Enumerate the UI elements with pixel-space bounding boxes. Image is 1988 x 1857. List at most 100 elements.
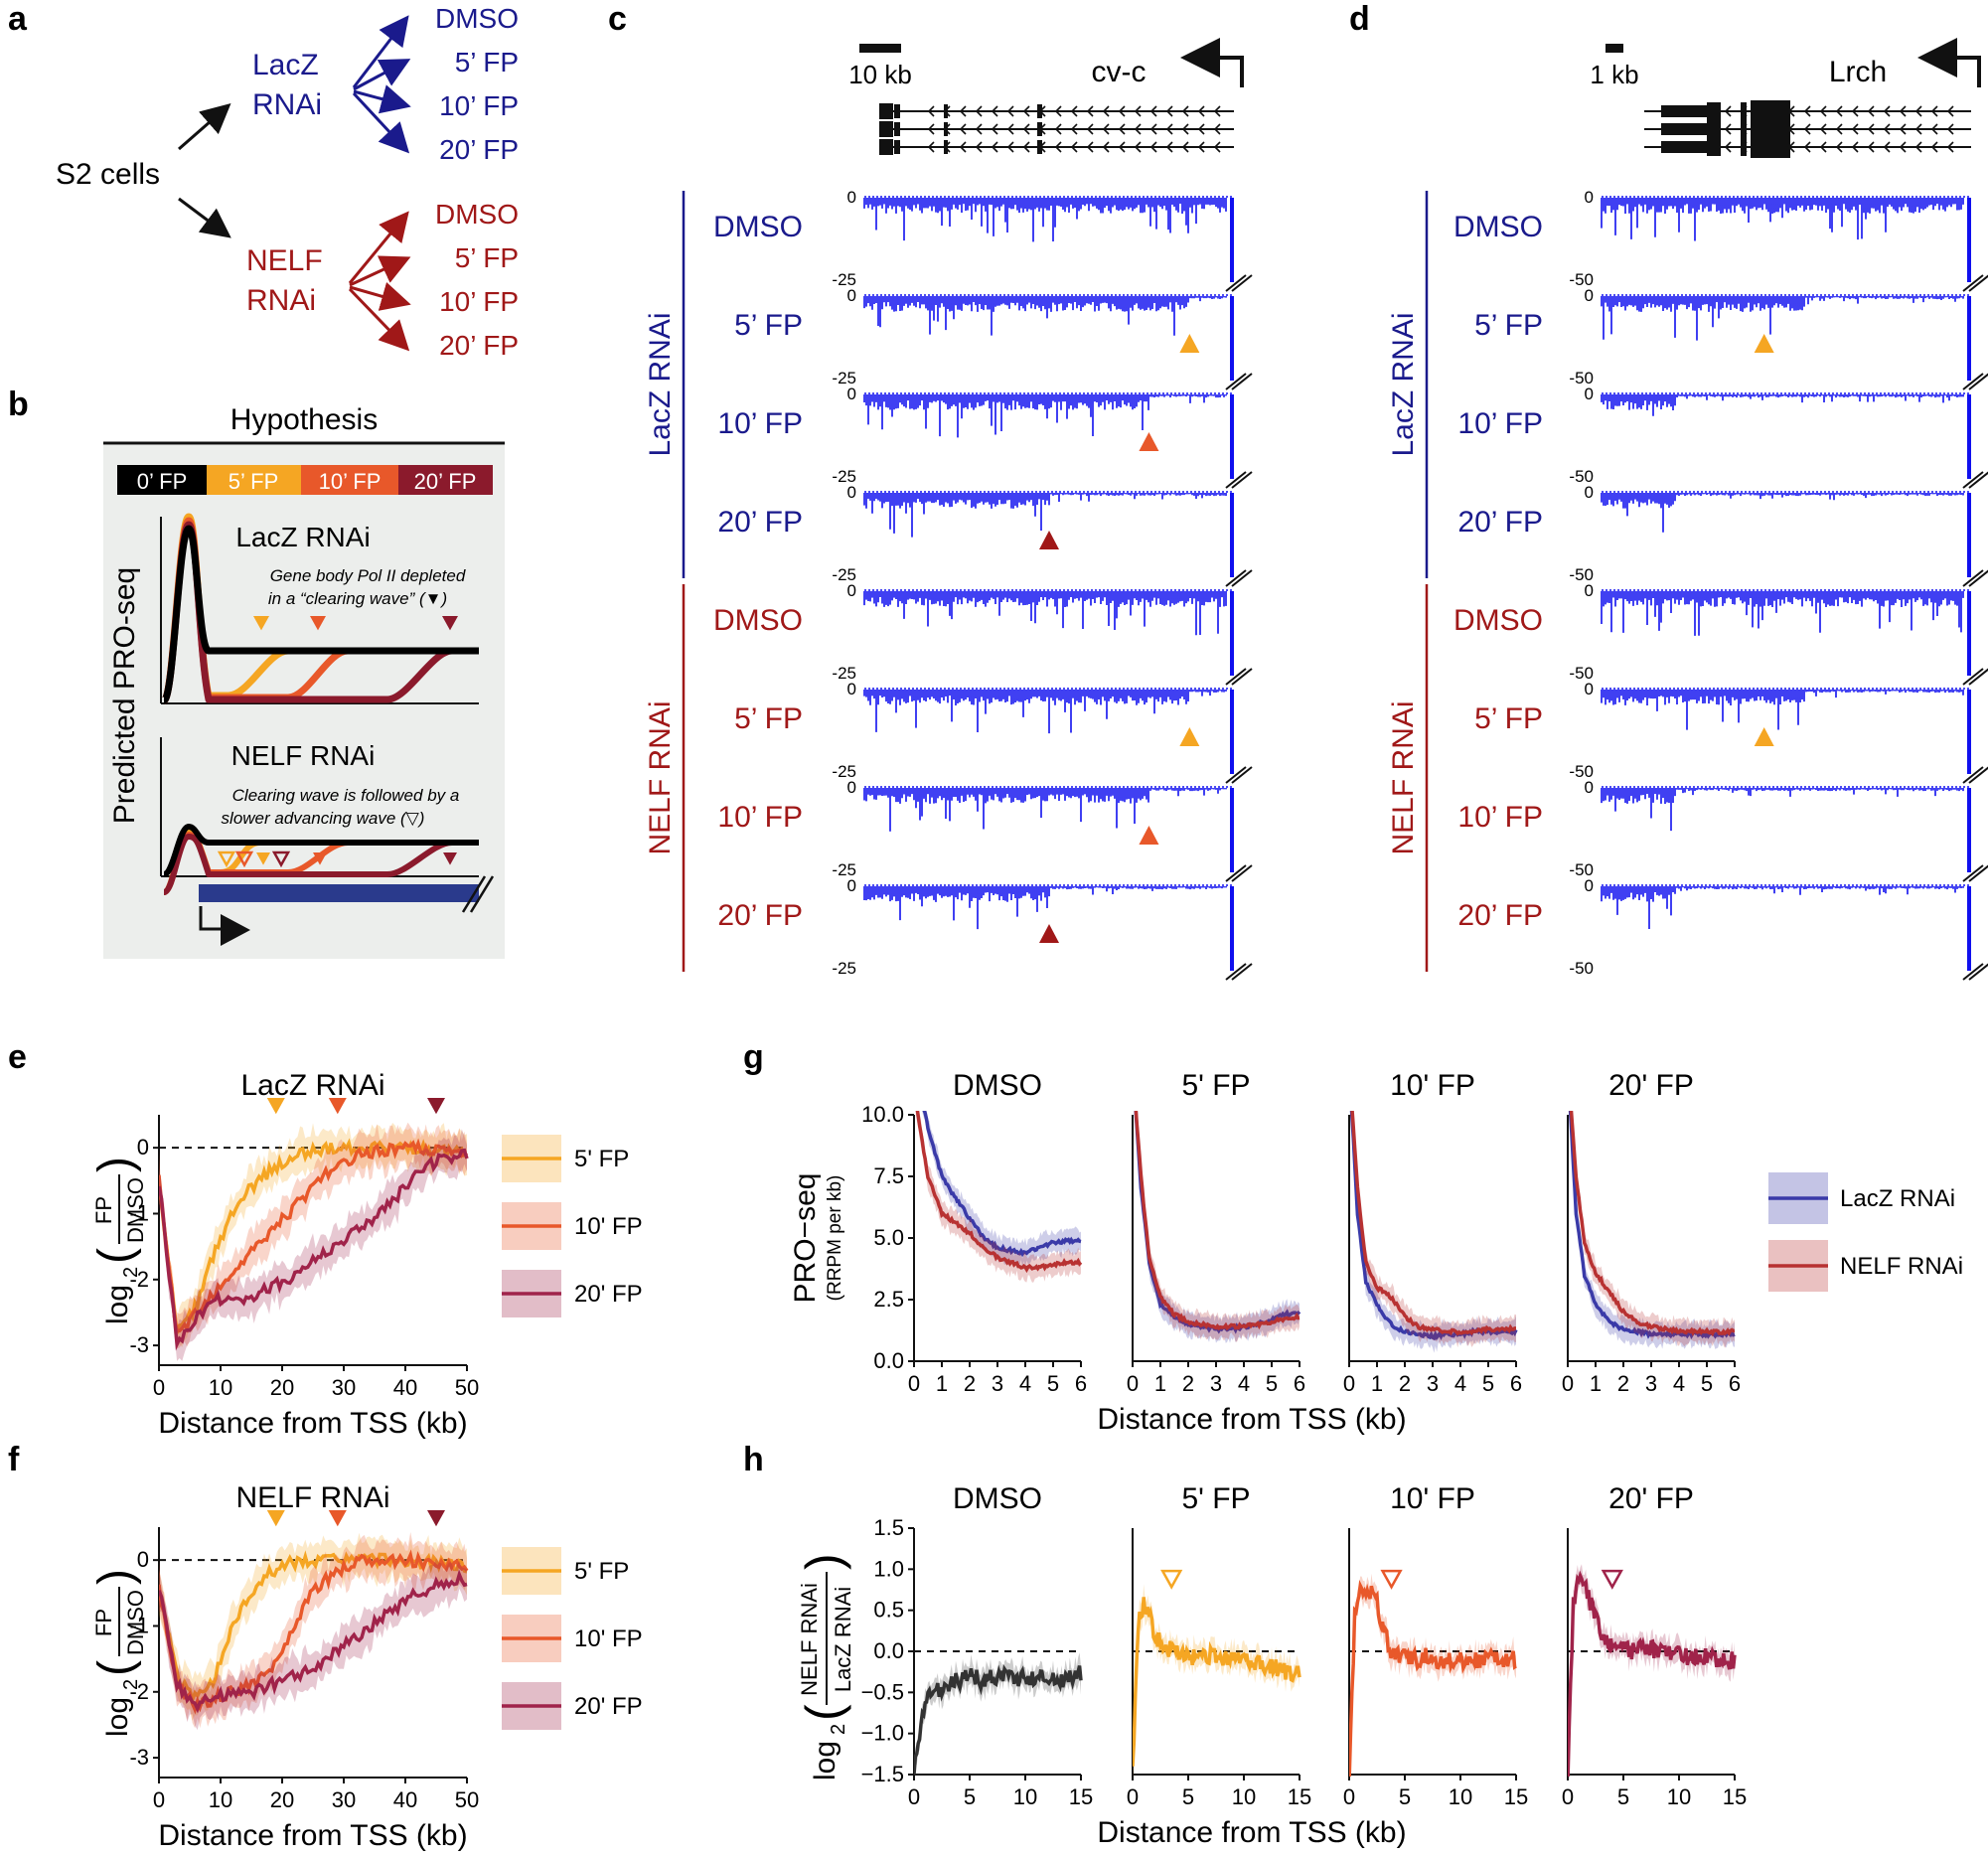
strand-chevron — [1946, 123, 1954, 135]
strand-chevron — [1835, 123, 1843, 135]
wave-front-marker — [1039, 924, 1059, 943]
strand-chevron — [1165, 141, 1173, 153]
confidence-band — [1351, 1111, 1516, 1348]
x-tick-label: 0 — [908, 1784, 920, 1809]
strand-chevron — [1070, 141, 1078, 153]
x-tick-label: 2 — [1399, 1371, 1411, 1396]
y-tick-label: 0 — [137, 1135, 149, 1160]
lacz-hyp-marker-5fp — [253, 616, 269, 631]
x-tick-label: 5 — [1617, 1784, 1629, 1809]
y-label-log: log — [101, 1697, 134, 1737]
strand-chevron — [959, 141, 967, 153]
panel-label-g: g — [743, 1038, 764, 1076]
y-label-sub: 2 — [120, 1679, 142, 1690]
track-label: 5’ FP — [734, 309, 803, 342]
track-label: 20’ FP — [717, 506, 803, 539]
legend-label: NELF RNAi — [1840, 1253, 1963, 1280]
tss-peak — [1230, 493, 1234, 577]
y-tick-label: 7.5 — [873, 1163, 904, 1188]
track-ymin: -25 — [832, 860, 856, 879]
strand-chevron — [1197, 123, 1205, 135]
series-line — [1133, 1597, 1301, 1767]
panel-e-chart: LacZ RNAi 0 10 20 30 40 50 0 -1 -2 -3 Distance from… — [89, 1069, 643, 1440]
y-axis-label: log 2 (FP DMSO) — [89, 1569, 148, 1737]
track-ymax: 0 — [847, 286, 856, 305]
tss-peak — [1967, 788, 1971, 872]
coverage-bars — [1601, 296, 1964, 341]
axis-break — [1968, 569, 1988, 587]
coverage-bars — [863, 886, 1227, 930]
hypothesis-curve — [160, 525, 479, 704]
hypothesis-curve — [162, 834, 479, 895]
axis-break — [1225, 864, 1247, 882]
strand-chevron — [927, 105, 935, 117]
y-label-num: NELF RNAi — [797, 1583, 822, 1696]
strand-chevron — [1070, 105, 1078, 117]
panel-h-chart: DMSO 0 5 10 15 1.5 1.0 0.5 0.0 −0.5 −1.0 −1.5 5' FP 0… — [796, 1482, 1747, 1849]
strand-chevron — [1899, 105, 1907, 117]
strand-chevron — [1149, 141, 1157, 153]
y-label-paren: ( — [89, 1660, 142, 1676]
lacz-arrow — [353, 59, 411, 91]
axis-break — [1225, 668, 1247, 686]
y-tick-label: 10.0 — [861, 1102, 904, 1127]
strand-chevron — [975, 123, 983, 135]
strand-chevron — [1134, 141, 1142, 153]
strand-chevron — [1851, 105, 1859, 117]
strand-chevron — [1213, 105, 1221, 117]
y-label-den: LacZ RNAi — [831, 1587, 855, 1692]
gene-exon — [879, 139, 893, 155]
y-tick-label: -2 — [129, 1267, 149, 1292]
x-tick-label: 15 — [1069, 1784, 1093, 1809]
strand-chevron — [1149, 123, 1157, 135]
track-label: DMSO — [713, 211, 803, 243]
tss-peak — [1230, 690, 1234, 774]
y-label-num: FP — [91, 1196, 116, 1224]
legend-0fp: 0’ FP — [137, 469, 188, 494]
x-tick-label: 1 — [936, 1371, 948, 1396]
x-tick-label: 3 — [1645, 1371, 1657, 1396]
gene-exon — [944, 140, 948, 154]
y-tick-label: -3 — [129, 1745, 149, 1770]
x-axis-label: Distance from TSS (kb) — [158, 1407, 467, 1440]
hypothesis-curve — [162, 823, 479, 877]
x-tick-label: 1 — [1154, 1371, 1166, 1396]
gene-exon — [944, 122, 948, 136]
advancing-wave-marker — [1380, 1569, 1403, 1590]
x-tick-label: 0 — [153, 1787, 165, 1812]
strand-chevron — [1724, 123, 1732, 135]
track-label: 5’ FP — [734, 702, 803, 735]
group-label: NELF RNAi — [1387, 700, 1420, 854]
strand-chevron — [1803, 141, 1811, 153]
axis-break — [1231, 274, 1253, 292]
x-tick-label: 1 — [1371, 1371, 1383, 1396]
panel-a-schematic: S2 cells LacZ RNAi NELF RNAi DMSO 5’ FP … — [56, 3, 519, 361]
predicted-ylabel: Predicted PRO-seq — [108, 567, 141, 824]
y-axis-label: PRO−seq — [789, 1173, 822, 1304]
track-ymin: -25 — [832, 959, 856, 978]
strand-chevron — [1165, 105, 1173, 117]
track-ymin: -50 — [1569, 369, 1594, 387]
x-tick-label: 15 — [1288, 1784, 1311, 1809]
series-line — [1134, 1111, 1300, 1331]
gene-exon — [1661, 105, 1711, 117]
track-ymax: 0 — [1585, 778, 1594, 797]
nelf-cond-10fp: 10’ FP — [439, 286, 519, 317]
wave-front-marker — [1179, 334, 1200, 353]
axis-break — [1962, 471, 1984, 489]
x-tick-label: 4 — [1673, 1371, 1685, 1396]
gene-exon — [1707, 102, 1721, 120]
nelf-hyp-note1: Clearing wave is followed by a — [232, 786, 460, 805]
series-line — [159, 1138, 469, 1334]
track-label: 20’ FP — [1457, 899, 1543, 932]
tss-peak — [1230, 198, 1234, 282]
wave-front-marker — [1039, 531, 1059, 549]
y-label-paren: ( — [89, 1248, 142, 1264]
strand-chevron — [1724, 141, 1732, 153]
axis-break — [1962, 766, 1984, 784]
lacz-cond-10fp: 10’ FP — [439, 90, 519, 121]
nelf-hyp-note2: slower advancing wave (▽) — [222, 809, 425, 828]
panel-label-c: c — [608, 0, 627, 38]
subplot-title: DMSO — [953, 1069, 1042, 1102]
nelf-hyp-hollow-10fp — [234, 851, 254, 868]
